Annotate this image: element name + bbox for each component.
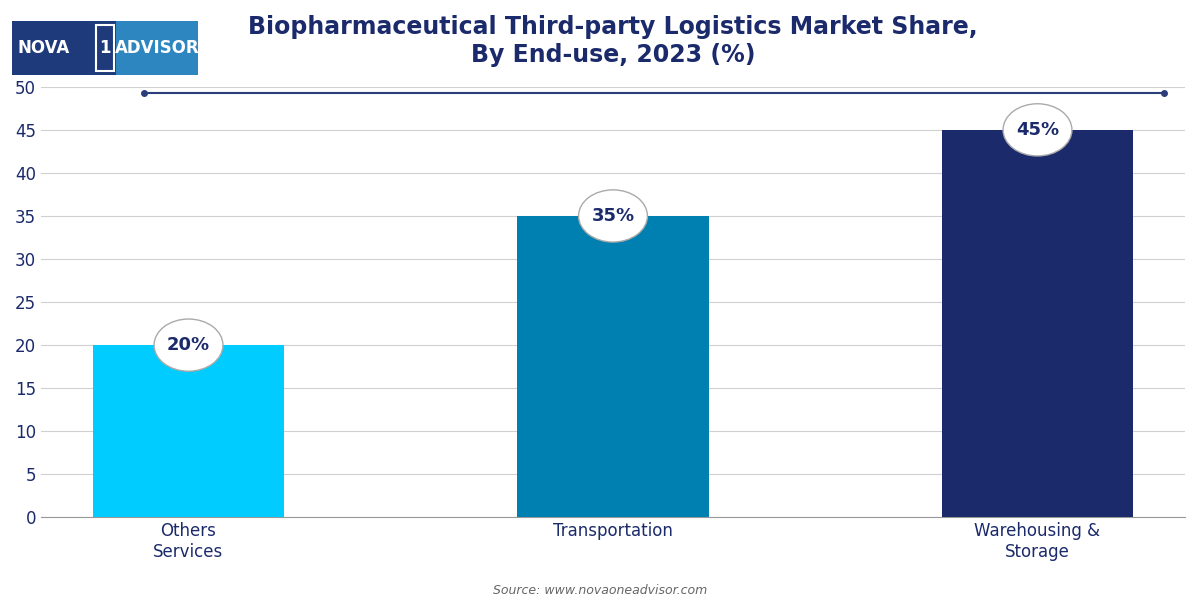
FancyBboxPatch shape xyxy=(12,21,198,75)
Text: 1: 1 xyxy=(100,39,110,57)
Bar xyxy=(942,130,1133,517)
Ellipse shape xyxy=(578,190,648,242)
Ellipse shape xyxy=(1003,104,1072,156)
Ellipse shape xyxy=(154,319,223,371)
Text: ADVISOR: ADVISOR xyxy=(115,39,199,57)
Text: 35%: 35% xyxy=(592,207,635,225)
Text: 45%: 45% xyxy=(1016,121,1060,139)
Text: 20%: 20% xyxy=(167,336,210,354)
Title: Biopharmaceutical Third-party Logistics Market Share,
By End-use, 2023 (%): Biopharmaceutical Third-party Logistics … xyxy=(248,15,978,67)
Bar xyxy=(92,345,284,517)
Text: NOVA: NOVA xyxy=(18,39,70,57)
Text: Source: www.novaoneadvisor.com: Source: www.novaoneadvisor.com xyxy=(493,584,707,597)
FancyBboxPatch shape xyxy=(116,21,198,75)
Bar xyxy=(517,216,708,517)
